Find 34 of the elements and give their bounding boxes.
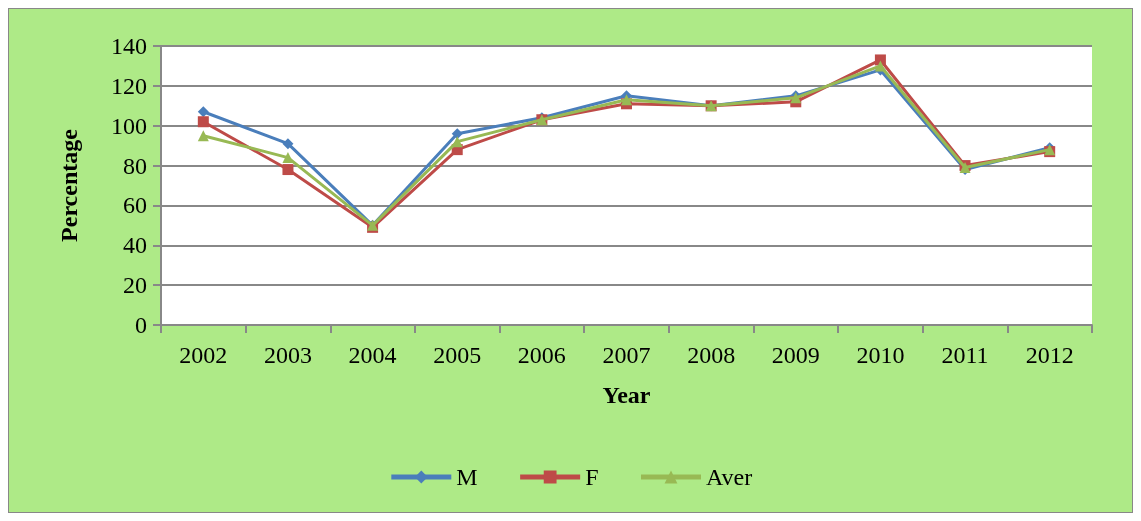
- y-tick-label: 40: [123, 232, 147, 259]
- y-axis-title: Percentage: [56, 128, 82, 242]
- point: [621, 94, 632, 106]
- x-tick-label: 2007: [602, 342, 651, 368]
- x-tick-label: 2003: [263, 342, 312, 368]
- x-axis-title: Year: [602, 382, 651, 408]
- x-tick-label: 2009: [771, 342, 820, 368]
- point: [874, 60, 886, 72]
- legend-label: Aver: [706, 464, 753, 490]
- point: [451, 128, 463, 140]
- x-tick-label: 2011: [941, 342, 989, 368]
- x-tick-label: 2004: [348, 342, 397, 368]
- point: [197, 106, 209, 118]
- y-tick-label: 0: [135, 312, 147, 338]
- point: [282, 138, 294, 150]
- x-tick-label: 2005: [433, 342, 482, 368]
- x-tick-label: 2002: [179, 342, 228, 368]
- legend-label: F: [585, 464, 599, 490]
- x-tick-label: 2008: [687, 342, 736, 368]
- point: [874, 54, 886, 66]
- y-tick-label: 100: [111, 112, 147, 139]
- y-tick-label: 140: [111, 33, 147, 59]
- x-tick-label: 2010: [856, 342, 905, 368]
- point: [197, 116, 209, 128]
- point: [197, 130, 209, 142]
- legend-label: M: [456, 464, 478, 490]
- y-tick-label: 120: [111, 72, 147, 99]
- x-tick-label: 2012: [1025, 342, 1074, 368]
- y-tick-label: 80: [123, 152, 147, 179]
- x-tick-label: 2006: [517, 342, 566, 368]
- point: [282, 152, 294, 164]
- point: [282, 164, 294, 176]
- y-tick-label: 60: [123, 192, 147, 219]
- y-tick-label: 20: [123, 272, 147, 299]
